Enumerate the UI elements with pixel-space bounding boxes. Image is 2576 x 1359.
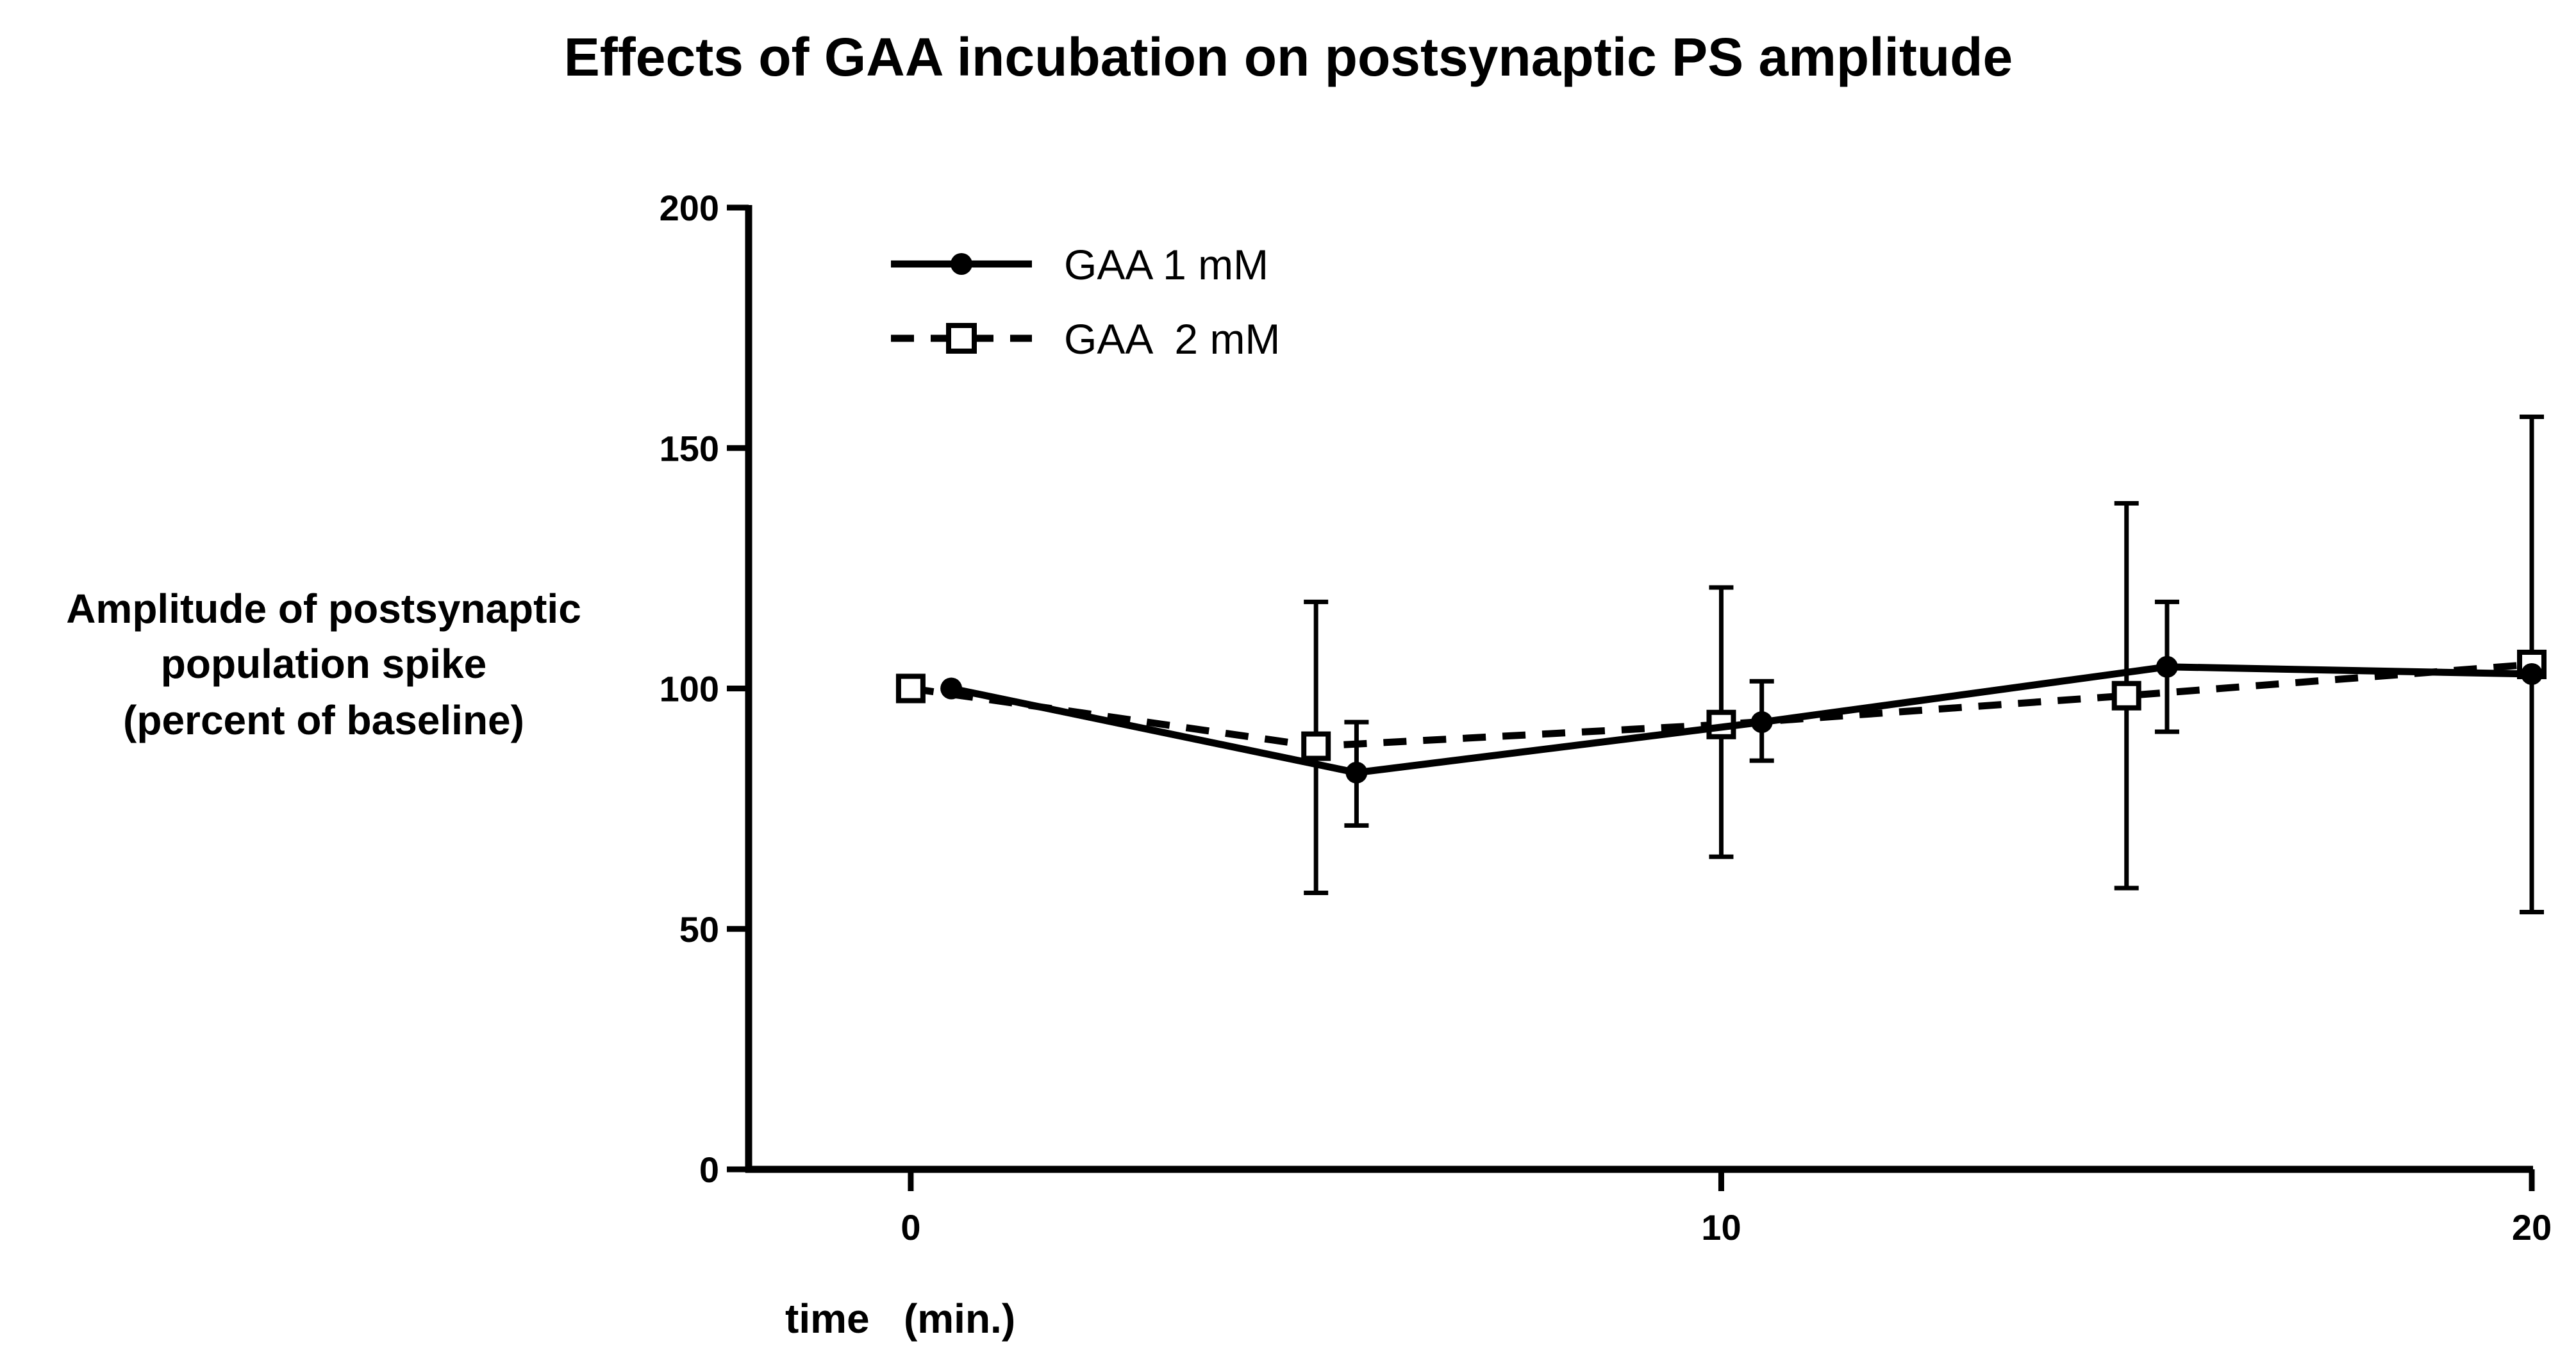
data-point-0 — [940, 677, 963, 700]
x-tick-label-0: 0 — [901, 1207, 920, 1248]
y-tick-label-150: 150 — [660, 428, 719, 468]
legend: GAA 1 mM GAA 2 mM — [891, 241, 1280, 363]
x-tick-label-10: 10 — [1701, 1207, 1741, 1248]
y-tick-label-0: 0 — [699, 1149, 719, 1190]
x-tick-label-20: 20 — [2512, 1207, 2552, 1248]
legend-marker-gaa-2mm — [946, 323, 977, 354]
y-tick-label-200: 200 — [660, 188, 719, 228]
y-tick-label-50: 50 — [679, 909, 719, 950]
legend-entry-gaa-1mm: GAA 1 mM — [891, 241, 1268, 288]
series-gaa-1mm — [940, 599, 2543, 828]
axes — [745, 205, 2533, 1173]
legend-entry-gaa-2mm: GAA 2 mM — [891, 315, 1280, 363]
series-gaa-2mm — [895, 414, 2547, 914]
legend-label-gaa-2mm: GAA 2 mM — [1064, 315, 1280, 363]
data-point-3 — [2156, 655, 2178, 678]
x-axis-label: time (min.) — [785, 1296, 1015, 1342]
chart-title: Effects of GAA incubation on postsynapti… — [564, 27, 2013, 87]
legend-label-gaa-1mm: GAA 1 mM — [1064, 241, 1268, 288]
tick-marks — [727, 204, 2535, 1191]
legend-marker-gaa-1mm — [951, 253, 972, 275]
data-point-2 — [1750, 711, 1773, 734]
data-point-4 — [2521, 663, 2543, 685]
data-point-1 — [1301, 731, 1331, 761]
y-axis-label-line-3: (percent of baseline) — [123, 697, 524, 743]
data-point-3 — [2111, 680, 2141, 711]
y-axis-label-line-2: population spike — [161, 641, 486, 687]
series-layer — [895, 414, 2547, 914]
data-point-1 — [1345, 761, 1368, 784]
tick-labels: 0 50 100 150 200 0 10 20 — [660, 188, 2552, 1248]
y-axis-label-line-1: Amplitude of postsynaptic — [66, 586, 581, 632]
data-point-0 — [895, 673, 926, 704]
y-axis-label: Amplitude of postsynaptic population spi… — [66, 586, 581, 743]
y-tick-label-100: 100 — [660, 669, 719, 709]
